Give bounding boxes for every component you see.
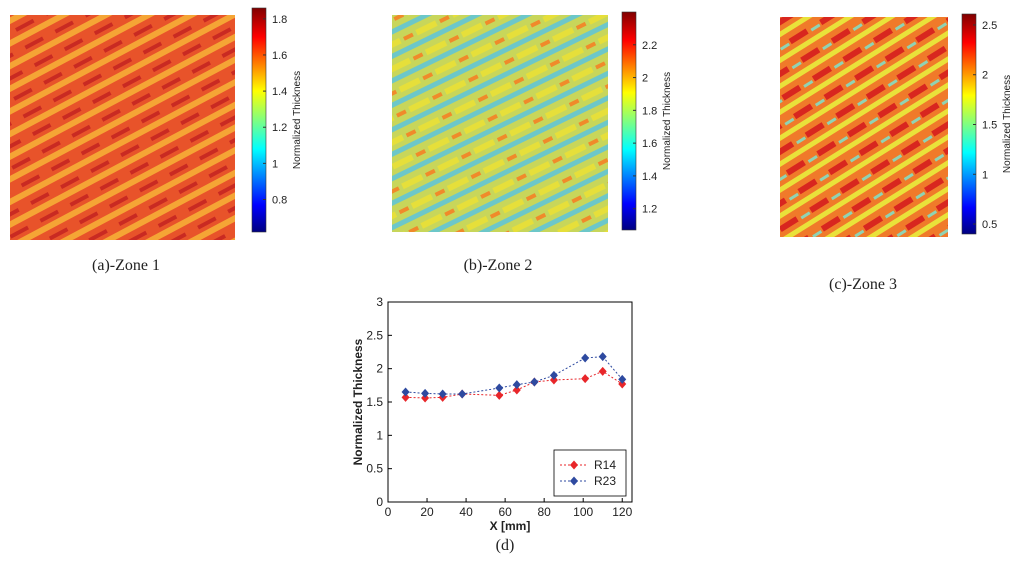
x-tick-label: 20 (420, 505, 434, 519)
colorbar-tick-label: 1.8 (642, 105, 657, 117)
data-point (495, 383, 504, 393)
heatmap-image (780, 17, 948, 237)
data-point (598, 366, 607, 376)
data-point (581, 374, 590, 384)
data-point (401, 387, 410, 397)
colorbar-label: Normalized Thickness (292, 71, 303, 169)
y-tick-label: 0 (376, 495, 383, 509)
colorbar-tick-label: 1 (272, 158, 278, 170)
colorbar-tick-label: 1.5 (982, 119, 997, 131)
y-tick-label: 1.5 (366, 395, 383, 409)
y-tick-label: 1 (376, 428, 383, 442)
colorbar-tick-label: 1.4 (272, 86, 287, 98)
colorbar-tick-label: 1.2 (272, 122, 287, 134)
data-point (530, 377, 539, 387)
y-tick-label: 2.5 (366, 328, 383, 342)
data-point (421, 388, 430, 398)
x-tick-label: 0 (385, 505, 392, 519)
heatmap-image (10, 15, 235, 240)
data-point (512, 380, 521, 390)
x-tick-label: 100 (573, 505, 593, 519)
x-tick-label: 60 (498, 505, 512, 519)
caption: (a)-Zone 1 (92, 257, 160, 274)
series-line (405, 356, 623, 395)
colorbar-tick-label: 2.5 (982, 20, 997, 32)
y-tick-label: 2 (376, 362, 383, 376)
heatmap-image (392, 15, 608, 232)
x-tick-label: 40 (459, 505, 473, 519)
caption: (c)-Zone 3 (829, 276, 897, 293)
colorbar-tick-label: 2 (642, 73, 648, 85)
colorbar-label: Normalized Thickness (662, 72, 673, 170)
colorbar-tick-label: 0.5 (982, 219, 997, 231)
colorbar-tick-label: 1 (982, 169, 988, 181)
y-axis-label: Normalized Thickness (351, 338, 365, 465)
data-point (581, 353, 590, 363)
x-tick-label: 120 (612, 505, 632, 519)
caption: (b)-Zone 2 (464, 257, 533, 274)
legend-box (553, 449, 627, 497)
x-axis-label: X [mm] (490, 519, 531, 533)
colorbar (621, 11, 637, 231)
legend-label: R14 (594, 458, 616, 472)
colorbar-tick-label: 2 (982, 70, 988, 82)
colorbar-tick-label: 1.4 (642, 171, 657, 183)
colorbar-tick-label: 1.6 (272, 50, 287, 62)
legend-label: R23 (594, 474, 616, 488)
data-point (458, 389, 467, 399)
colorbar-tick-label: 1.6 (642, 138, 657, 150)
colorbar-label: Normalized Thickness (1002, 75, 1013, 173)
y-tick-label: 3 (376, 295, 383, 309)
caption: (d) (496, 537, 515, 554)
data-point (549, 370, 558, 380)
colorbar-tick-label: 1.2 (642, 204, 657, 216)
colorbar-tick-label: 2.2 (642, 40, 657, 52)
x-tick-label: 80 (537, 505, 551, 519)
colorbar-tick-label: 0.8 (272, 194, 287, 206)
y-tick-label: 0.5 (366, 462, 383, 476)
colorbar (251, 7, 267, 233)
colorbar-tick-label: 1.8 (272, 14, 287, 26)
